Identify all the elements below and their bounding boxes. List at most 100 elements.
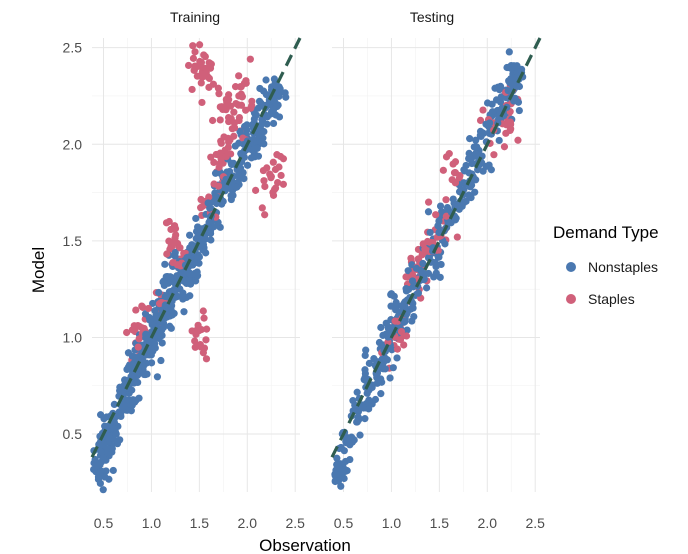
x-axis-ticks: 0.5 1.0 1.5 2.0 2.5 0.5 1.0 1.5 2.0 2.5 xyxy=(94,515,545,531)
point-staples xyxy=(235,113,244,122)
point-nonstaples xyxy=(476,131,484,139)
point-staples xyxy=(197,343,205,351)
point-nonstaples xyxy=(359,404,368,412)
point-nonstaples xyxy=(133,355,141,363)
point-nonstaples xyxy=(377,375,385,383)
point-nonstaples xyxy=(353,388,361,396)
panel-training xyxy=(90,37,302,494)
point-nonstaples xyxy=(104,444,112,453)
point-staples xyxy=(208,116,217,125)
point-nonstaples xyxy=(192,214,200,223)
point-nonstaples xyxy=(188,241,196,249)
legend-label-staples: Staples xyxy=(588,291,635,307)
point-nonstaples xyxy=(436,202,445,210)
point-staples xyxy=(402,273,410,281)
point-staples xyxy=(453,233,461,241)
point-staples xyxy=(165,217,173,226)
point-nonstaples xyxy=(260,127,268,136)
point-staples xyxy=(215,163,223,171)
point-nonstaples xyxy=(120,401,128,409)
point-staples xyxy=(418,251,426,259)
point-nonstaples xyxy=(112,430,120,438)
point-nonstaples xyxy=(503,63,511,72)
reference-line-testing xyxy=(330,37,542,458)
point-nonstaples xyxy=(170,285,178,293)
point-nonstaples xyxy=(392,298,400,307)
point-nonstaples xyxy=(207,236,215,244)
point-nonstaples xyxy=(134,378,142,387)
point-nonstaples xyxy=(185,269,193,277)
point-nonstaples xyxy=(199,240,208,249)
point-nonstaples xyxy=(232,183,240,191)
point-nonstaples xyxy=(158,339,166,347)
point-staples xyxy=(432,211,440,219)
point-nonstaples xyxy=(466,135,474,143)
point-staples xyxy=(271,184,280,192)
panel-testing xyxy=(330,37,542,492)
point-nonstaples xyxy=(205,218,213,226)
point-nonstaples xyxy=(331,470,339,478)
point-nonstaples xyxy=(131,398,139,406)
point-nonstaples xyxy=(151,307,159,315)
point-staples xyxy=(448,176,456,184)
point-nonstaples xyxy=(116,436,124,444)
point-nonstaples xyxy=(515,82,524,91)
point-nonstaples xyxy=(186,231,194,239)
x-tick-label: 0.5 xyxy=(334,515,354,531)
point-staples xyxy=(217,155,225,163)
point-nonstaples xyxy=(282,93,290,101)
point-nonstaples xyxy=(269,119,278,128)
x-tick-label: 1.0 xyxy=(382,515,402,531)
point-staples xyxy=(224,138,233,146)
point-nonstaples xyxy=(274,101,282,109)
point-staples xyxy=(216,116,224,124)
panel-title-testing: Testing xyxy=(410,9,454,25)
point-staples xyxy=(200,314,208,322)
point-staples xyxy=(189,54,198,62)
point-staples xyxy=(134,343,142,351)
point-staples xyxy=(258,204,266,212)
point-nonstaples xyxy=(161,260,169,268)
point-staples xyxy=(215,90,223,98)
point-nonstaples xyxy=(161,292,169,301)
point-staples xyxy=(514,136,522,144)
point-nonstaples xyxy=(159,278,167,286)
point-staples xyxy=(442,153,451,161)
point-nonstaples xyxy=(515,106,523,115)
point-nonstaples xyxy=(333,454,341,462)
point-staples xyxy=(191,48,199,56)
point-staples xyxy=(476,116,485,124)
y-tick-label: 2.0 xyxy=(63,136,83,152)
point-nonstaples xyxy=(409,283,417,291)
point-nonstaples xyxy=(432,269,440,277)
point-nonstaples xyxy=(441,240,449,248)
point-staples xyxy=(165,237,173,245)
point-staples xyxy=(490,151,498,159)
point-staples xyxy=(173,261,181,269)
point-staples xyxy=(252,186,260,194)
point-nonstaples xyxy=(334,461,342,469)
point-staples xyxy=(214,84,222,92)
point-nonstaples xyxy=(387,290,395,298)
y-tick-label: 1.0 xyxy=(63,329,83,345)
point-nonstaples xyxy=(243,161,252,169)
point-nonstaples xyxy=(211,169,220,177)
point-nonstaples xyxy=(206,229,214,237)
point-nonstaples xyxy=(195,253,203,261)
point-staples xyxy=(231,124,239,132)
point-staples xyxy=(217,139,225,147)
point-nonstaples xyxy=(473,143,481,151)
point-nonstaples xyxy=(153,373,162,381)
point-nonstaples xyxy=(151,344,159,352)
legend-label-nonstaples: Nonstaples xyxy=(588,259,658,275)
point-nonstaples xyxy=(96,469,104,477)
x-tick-label: 1.5 xyxy=(190,515,210,531)
point-nonstaples xyxy=(166,322,174,330)
point-nonstaples xyxy=(483,99,492,107)
point-nonstaples xyxy=(492,96,501,104)
point-nonstaples xyxy=(482,120,490,128)
point-nonstaples xyxy=(460,199,468,207)
point-staples xyxy=(279,180,287,188)
point-nonstaples xyxy=(247,154,256,162)
point-staples xyxy=(409,271,417,279)
